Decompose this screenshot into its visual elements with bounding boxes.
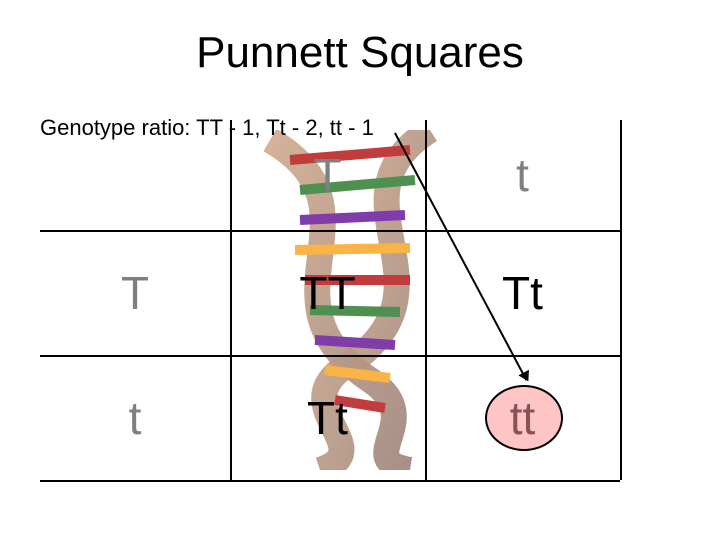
punnett-square: T t T t TT Tt Tt tt (40, 120, 620, 480)
cell-1-0: Tt (230, 355, 425, 480)
highlight-circle (485, 385, 563, 451)
cell-0-0: TT (230, 230, 425, 355)
row-header-1: t (40, 355, 230, 480)
cell-0-1: Tt (425, 230, 620, 355)
page-title: Punnett Squares (0, 0, 720, 78)
grid-line (620, 120, 622, 480)
col-header-1: t (425, 120, 620, 230)
row-header-0: T (40, 230, 230, 355)
grid-line (40, 480, 620, 482)
